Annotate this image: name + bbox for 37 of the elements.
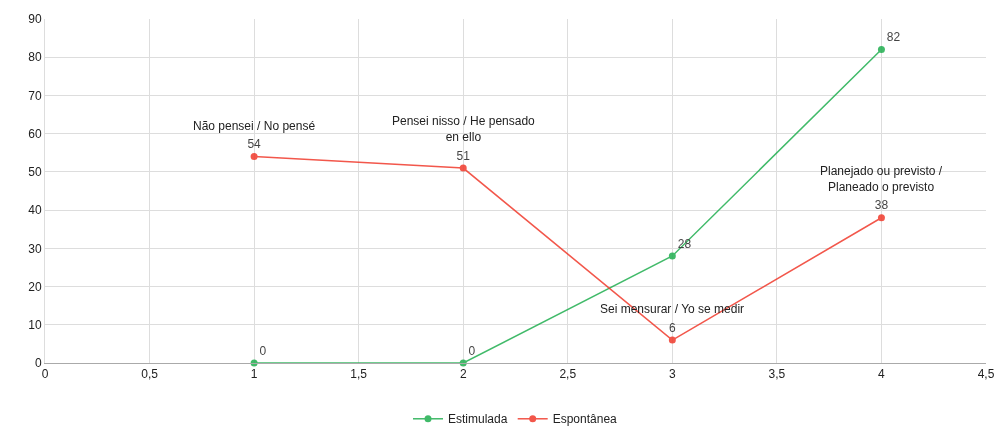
annotation: Não pensei / No pensé xyxy=(193,119,316,133)
point xyxy=(250,153,258,161)
y-tick-label: 90 xyxy=(28,12,42,27)
point xyxy=(459,164,467,172)
point xyxy=(668,336,676,344)
annotation: Planejado ou previsto / Planeado o previsto xyxy=(820,164,943,194)
x-tick-label: 4,5 xyxy=(977,367,995,382)
y-tick-label: 50 xyxy=(28,165,42,180)
data-label: 38 xyxy=(874,198,889,213)
point xyxy=(877,46,885,54)
data-label: 0 xyxy=(468,343,476,358)
data-label: 0 xyxy=(259,343,267,358)
x-tick-label: 2,5 xyxy=(559,367,577,382)
legend-label: Espontânea xyxy=(552,412,618,427)
legend-label: Estimulada xyxy=(448,412,508,427)
x-tick-label: 1 xyxy=(250,367,258,382)
data-label: 6 xyxy=(668,320,676,335)
x-tick-label: 3 xyxy=(668,367,676,382)
data-label: 54 xyxy=(247,137,262,152)
y-tick-label: 20 xyxy=(28,279,42,294)
y-tick-label: 80 xyxy=(28,50,42,65)
y-tick-label: 70 xyxy=(28,88,42,103)
data-label: 51 xyxy=(456,148,471,163)
annotation: Pensei nisso / He pensado en ello xyxy=(392,114,536,144)
y-tick-label: 10 xyxy=(28,317,42,332)
point xyxy=(668,252,676,260)
x-tick-label: 4 xyxy=(878,367,886,382)
y-tick-label: 40 xyxy=(28,203,42,218)
point xyxy=(877,214,885,222)
y-tick-label: 0 xyxy=(34,356,42,371)
x-tick-label: 2 xyxy=(459,367,467,382)
y-tick-label: 30 xyxy=(28,241,42,256)
x-tick-label: 3,5 xyxy=(768,367,786,382)
x-tick-label: 1,5 xyxy=(350,367,368,382)
y-tick-label: 60 xyxy=(28,126,42,141)
x-tick-label: 0,5 xyxy=(141,367,159,382)
data-label: 82 xyxy=(886,30,901,45)
